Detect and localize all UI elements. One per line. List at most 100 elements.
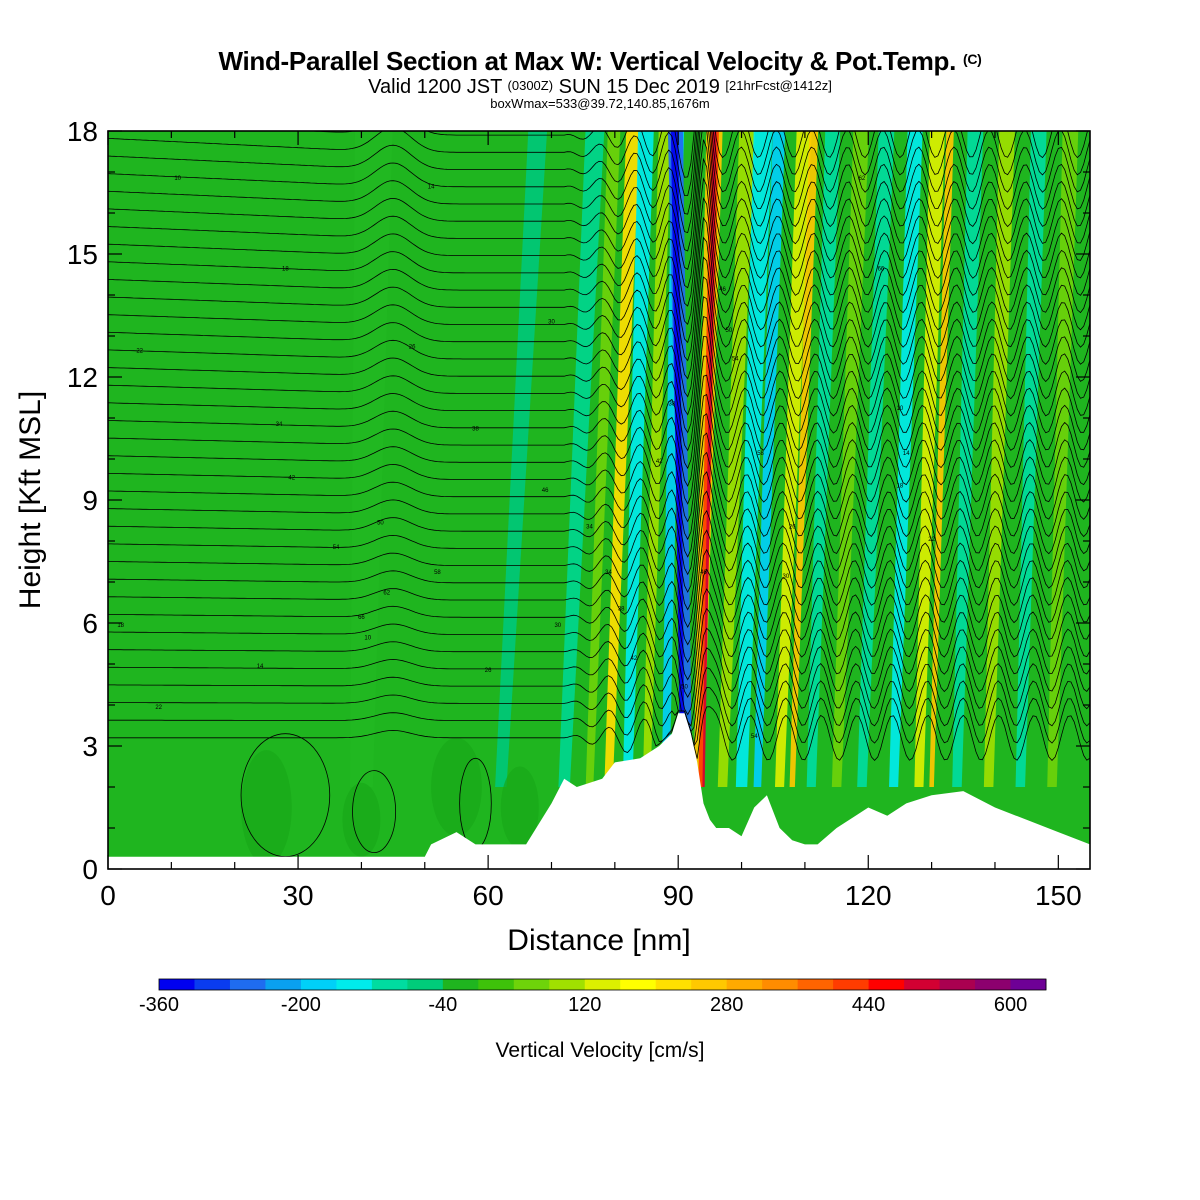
isentrope-label: 18: [282, 266, 289, 272]
isentrope-line: [108, 568, 1090, 681]
colorbar-swatch: [442, 979, 479, 990]
isentrope-line: [108, 131, 1090, 234]
isentrope-line: [108, 607, 1090, 716]
isentrope-label: 18: [117, 623, 124, 629]
isentrope-line: [108, 588, 1090, 698]
isentrope-label: 22: [155, 705, 162, 711]
y-tick-label: 18: [67, 116, 98, 147]
isentrope-line: [108, 529, 1090, 646]
isentrope-label: 54: [751, 734, 758, 740]
isentrope-line: [108, 667, 1090, 746]
isentrope-line: [108, 296, 1090, 434]
velocity-band: [774, 131, 812, 787]
isentrope-label: 30: [783, 574, 790, 580]
colorbar: -360 -200 -40 120 280 440 600: [139, 978, 1047, 1016]
isentrope-label: 66: [358, 615, 365, 621]
isentrope-label: 62: [859, 176, 866, 182]
valid-utc: (0300Z): [507, 78, 554, 93]
colorbar-swatch: [939, 979, 976, 990]
valid-date: SUN 15 Dec 2019: [558, 76, 720, 98]
isentrope-label: 30: [548, 320, 555, 326]
low-level-region: [342, 782, 381, 857]
colorbar-tick-label: 440: [852, 994, 885, 1016]
isentrope-label: 34: [276, 422, 283, 428]
y-axis-ticks: 0 3 6 9 12 15 18: [67, 116, 1090, 885]
colorbar-tick-label: 280: [710, 994, 743, 1016]
isentrope-label: 14: [428, 184, 435, 190]
colorbar-swatch: [833, 979, 870, 990]
velocity-band: [889, 131, 923, 787]
colorbar-swatch: [726, 979, 763, 990]
isentrope-line: [108, 686, 1090, 748]
isentrope-label: 26: [485, 668, 492, 674]
isentrope-line: [108, 236, 1090, 380]
x-tick-label: 60: [473, 880, 504, 911]
colorbar-swatch: [194, 979, 231, 990]
isentrope-label: 54: [732, 357, 739, 363]
isentrope-label: 62: [383, 590, 390, 596]
isentrope-line: [108, 256, 1090, 398]
colorbar-swatch: [407, 979, 444, 990]
isentrope-line: [108, 374, 1090, 505]
chart-title-text: Wind-Parallel Section at Max W: Vertical…: [218, 46, 957, 76]
y-tick-label: 6: [82, 608, 98, 639]
colorbar-swatch: [229, 979, 266, 990]
isentrope-line: [108, 432, 1090, 558]
title-block: Wind-Parallel Section at Max W: Vertical…: [0, 44, 1200, 111]
colorbar-swatch: [691, 979, 728, 990]
y-tick-label: 9: [82, 485, 98, 516]
isentrope-line: [108, 177, 1090, 325]
x-tick-label: 90: [663, 880, 694, 911]
x-tick-label: 120: [845, 880, 892, 911]
isentrope-line: [108, 131, 1090, 196]
low-level-region: [500, 766, 539, 849]
x-tick-label: 150: [1035, 880, 1082, 911]
colorbar-swatch: [868, 979, 905, 990]
isentrope-label: 58: [434, 570, 441, 576]
isentrope-line: [108, 627, 1090, 728]
isentrope-label: 34: [605, 570, 612, 576]
colorbar-tick-label: -200: [281, 994, 321, 1016]
isentrope-line: [108, 276, 1090, 416]
isentrope-label: 26: [789, 525, 796, 531]
colorbar-swatch: [513, 979, 550, 990]
isentrope-label: 50: [726, 328, 733, 334]
velocity-band: [604, 131, 640, 787]
velocity-band: [952, 131, 984, 787]
isentrope-line: [108, 197, 1090, 344]
isentrope-line: [108, 548, 1090, 663]
isentrope-line: [108, 157, 1090, 307]
y-axis-label: Height [Kft MSL]: [14, 391, 47, 609]
velocity-band: [806, 131, 841, 787]
colorbar-tick-label: 600: [994, 994, 1027, 1016]
colorbar-tick-label: -40: [428, 994, 457, 1016]
colorbar-swatch: [371, 979, 408, 990]
isentrope-line: [108, 471, 1090, 593]
isentrope-line: [108, 647, 1090, 733]
colorbar-swatch: [265, 979, 302, 990]
isentrope-label: 14: [903, 451, 910, 457]
isentrope-line: [108, 451, 1090, 576]
isentrope-label: 10: [174, 176, 181, 182]
isentrope-label: 14: [257, 664, 264, 670]
y-tick-label: 15: [67, 239, 98, 270]
potential-temperature-contours: 10 14 18 22 26 30 34 38 42 46 50 54 58 62 66 10 14 18 22 26…: [108, 131, 1090, 858]
isentrope-line: [108, 216, 1090, 362]
y-tick-label: 3: [82, 731, 98, 762]
velocity-band: [1015, 131, 1047, 787]
y-tick-label: 12: [67, 362, 98, 393]
colorbar-swatch: [478, 979, 515, 990]
velocity-band: [753, 131, 786, 787]
colorbar-swatch: [620, 979, 657, 990]
isentrope-line: [108, 490, 1090, 611]
isentrope-label: 30: [554, 623, 561, 629]
isentrope-line: [108, 393, 1090, 523]
velocity-band: [495, 131, 548, 787]
velocity-band: [929, 131, 954, 787]
colorbar-swatch: [655, 979, 692, 990]
isentrope-label: 38: [472, 426, 479, 432]
colorbar-swatch: [1010, 979, 1047, 990]
colorbar-swatch: [336, 979, 373, 990]
isentrope-label: 10: [897, 406, 904, 412]
